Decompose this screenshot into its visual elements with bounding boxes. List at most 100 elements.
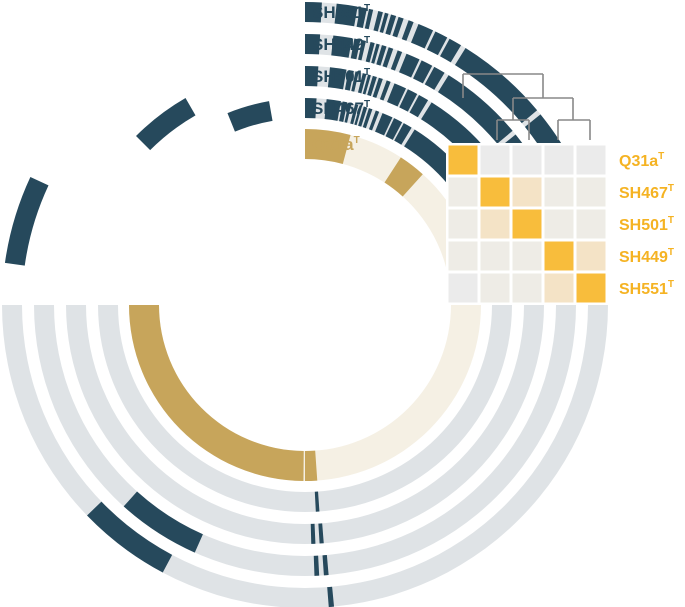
heatmap-cell [576,145,606,175]
ring-segment [399,53,420,78]
heatmap-cell [448,145,478,175]
heatmap-cell [576,209,606,239]
ring-segment [385,14,397,36]
ring-label-superscript: T [364,35,370,46]
ring-segment [392,16,404,38]
heatmap-cell [448,177,478,207]
ring-segment [454,48,538,124]
ring-segment [227,101,273,132]
ring-segment [372,77,383,98]
ring-segment [136,98,196,151]
ring-segment [344,102,352,123]
heatmap-row-label: SH449T [619,247,674,266]
heatmap-row-label: Q31aT [619,151,664,170]
ring-segment [129,305,304,481]
ring-segment [331,35,353,58]
ring-segment [373,11,383,32]
ring-segment [339,101,348,122]
ring-segment [313,555,320,576]
ring-segment [382,47,394,68]
ring-segment [375,113,393,136]
ring-segment [358,40,366,61]
ring-segment [314,491,320,512]
heatmap-cell [512,241,542,271]
ring-segment [305,65,319,87]
ring-segment [4,176,49,266]
ring-segment [390,50,403,71]
ring-label: SH501T [312,67,370,86]
heatmap-label-superscript: T [658,151,664,162]
heatmap-cell [512,209,542,239]
ring-segment [305,97,317,119]
ring-segment [123,491,203,553]
ring-segment [365,42,375,63]
ring-segment [394,123,412,145]
ring-segment [350,104,359,125]
ring-segment [305,33,321,55]
ring-segment [379,12,389,33]
ring-label: Q31aT [312,135,360,154]
ring-segment [411,24,434,49]
ring-segment [362,108,373,129]
dendrogram [462,73,591,140]
heatmap-cell [480,177,510,207]
ring-segment [354,105,363,126]
ring-segment [87,501,173,573]
ring-segment [327,67,347,90]
ring-segment [358,106,368,127]
ring-segment [440,38,462,63]
heatmap-row-label: SH501T [619,215,674,234]
ring-segment [362,74,371,95]
heatmap-cell [480,241,510,271]
ring-segment [376,45,387,66]
heatmap-cell [448,273,478,303]
ring-segment [364,8,374,30]
ring-segment [310,523,316,544]
heatmap-cell [480,209,510,239]
heatmap-cell [448,241,478,271]
heatmap-cell [512,273,542,303]
ring-segment [327,586,335,607]
heatmap-cell [576,273,606,303]
ring-segment [305,450,318,481]
heatmap-label-superscript: T [668,279,674,290]
ring-segment [413,60,433,84]
ring-segment [350,38,361,60]
heatmap-row-label: SH551T [619,279,674,298]
heatmap-cell [480,145,510,175]
ring-segment [426,31,448,56]
ring-segment [357,73,367,94]
ring-label: SH449T [312,35,370,54]
heatmap-labels: Q31aT SH467T SH501T SH449T SH551T [619,151,674,298]
ring-label-superscript: T [364,99,370,110]
ring-label: SH551T [312,3,370,22]
heatmap-cell [576,241,606,271]
heatmap-label-superscript: T [668,247,674,258]
ring-q31a [129,129,481,481]
similarity-heatmap [446,143,608,305]
heatmap-cell [576,177,606,207]
heatmap-cell [512,177,542,207]
ring-segment [367,75,377,97]
ring-segment [438,75,513,144]
heatmap-cell [544,209,574,239]
ring-segment [324,99,341,121]
heatmap-row-label: SH467T [619,183,674,202]
ring-segment [344,70,354,91]
heatmap-cell [448,209,478,239]
ring-segment [387,83,407,107]
ring-segment [385,118,403,140]
heatmap-cell [544,241,574,271]
ring-segment [399,89,418,112]
ring-label-superscript: T [354,135,360,146]
heatmap-label-superscript: T [668,215,674,226]
ring-segment [334,3,358,27]
ring-segment [384,157,423,197]
heatmap-cell [544,145,574,175]
ring-segment [351,71,359,92]
ring-segment [401,20,414,41]
heatmap-cell [512,145,542,175]
ring-segment [322,555,329,576]
ring-segment [424,66,445,90]
ring-labels: SH551T SH449T SH501T SH467T Q31aT [312,3,370,154]
